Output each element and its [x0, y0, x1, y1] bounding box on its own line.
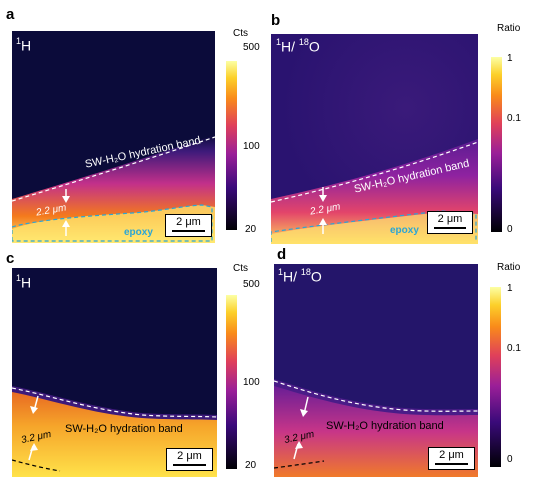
- colorbar-tick-top-a: 500: [243, 42, 260, 53]
- panel-c-image: [12, 268, 217, 477]
- epoxy-label-a: epoxy: [124, 227, 153, 238]
- isotope-label-b: 1H/ 18O: [276, 37, 320, 55]
- colorbar-title-d: Ratio: [497, 262, 521, 273]
- band-top-line: [12, 387, 217, 418]
- colorbar-d: [490, 287, 501, 467]
- colorbar-b: [491, 57, 502, 232]
- panel-letter-a: a: [6, 6, 15, 23]
- scale-bar-c: 2 μm: [166, 448, 213, 471]
- colorbar-tick-mid-d: 0.1: [507, 343, 521, 354]
- band-top-line: [12, 136, 215, 202]
- colorbar-a: [226, 61, 237, 230]
- panel-d-image: [274, 264, 478, 477]
- colorbar-title-b: Ratio: [497, 23, 521, 34]
- panel-letter-d: d: [277, 246, 287, 263]
- band-label-d: SW-H₂O hydration band: [326, 420, 444, 432]
- panel-letter-b: b: [271, 12, 281, 29]
- colorbar-tick-top-c: 500: [243, 279, 260, 290]
- colorbar-tick-bottom-d: 0: [507, 454, 513, 465]
- colorbar-tick-mid-a: 100: [243, 141, 260, 152]
- band-top-line: [274, 380, 478, 412]
- colorbar-title-a: Cts: [233, 28, 248, 39]
- band-top-line: [271, 141, 478, 203]
- colorbar-tick-bottom-c: 20: [245, 460, 257, 471]
- colorbar-tick-top-d: 1: [507, 283, 513, 294]
- epoxy-outline: [12, 204, 213, 242]
- band-bottom-line: [12, 459, 61, 472]
- isotope-label-d: 1H/ 18O: [278, 267, 322, 285]
- colorbar-tick-mid-b: 0.1: [507, 113, 521, 124]
- scale-bar-a: 2 μm: [165, 214, 212, 237]
- colorbar-title-c: Cts: [233, 263, 248, 274]
- isotope-label-c: 1H: [16, 273, 32, 291]
- colorbar-tick-mid-c: 100: [243, 377, 260, 388]
- panel-a-image: [12, 31, 215, 243]
- scale-bar-b: 2 μm: [427, 211, 473, 234]
- colorbar-tick-bottom-b: 0: [507, 224, 513, 235]
- colorbar-c: [226, 295, 237, 469]
- panel-letter-c: c: [6, 250, 15, 267]
- band-label-c: SW-H₂O hydration band: [65, 423, 183, 435]
- colorbar-tick-top-b: 1: [507, 53, 513, 64]
- epoxy-label-b: epoxy: [390, 225, 419, 236]
- panel-b-image: [271, 34, 478, 244]
- colorbar-tick-bottom-a: 20: [245, 224, 257, 235]
- isotope-label-a: 1H: [16, 36, 32, 54]
- scale-bar-d: 2 μm: [428, 447, 475, 470]
- band-bottom-line: [274, 460, 325, 469]
